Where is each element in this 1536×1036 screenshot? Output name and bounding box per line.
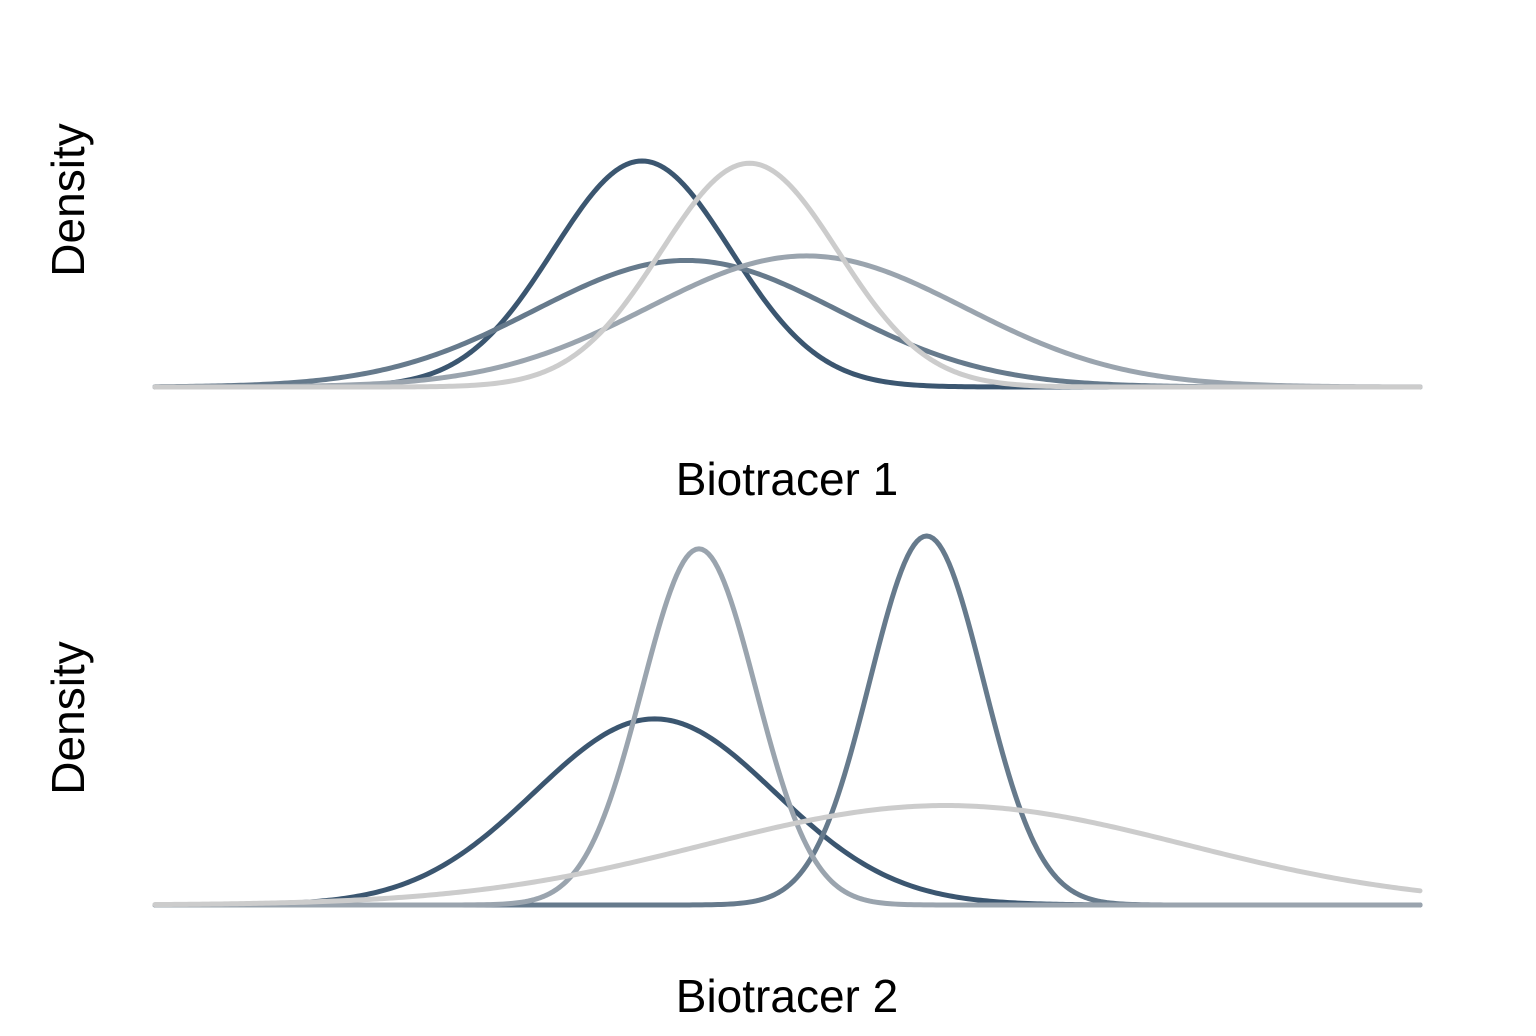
panel-1-density-curve-3 — [152, 253, 1423, 390]
panel-2-density-curve-1 — [152, 716, 1423, 908]
panel-2-density-curve-3 — [152, 546, 1423, 908]
panel-2-xlabel: Biotracer 2 — [676, 970, 898, 1022]
panel-1-ylabel: Density — [42, 123, 94, 276]
panel-1-density-curve-2 — [152, 257, 1423, 390]
panel-1-curves — [152, 158, 1423, 390]
panel-1-density-curve-1 — [152, 158, 1423, 390]
panel-2-curves — [152, 533, 1423, 908]
panel-2-density-curve-2 — [152, 533, 1423, 908]
panel-biotracer-1: Biotracer 1 Density — [42, 123, 1423, 505]
panel-2-ylabel: Density — [42, 641, 94, 794]
panel-2-density-curve-4 — [152, 803, 1423, 908]
panel-1-density-curve-4 — [152, 160, 1423, 390]
panel-biotracer-2: Biotracer 2 Density — [42, 533, 1423, 1022]
panel-1-xlabel: Biotracer 1 — [676, 453, 898, 505]
